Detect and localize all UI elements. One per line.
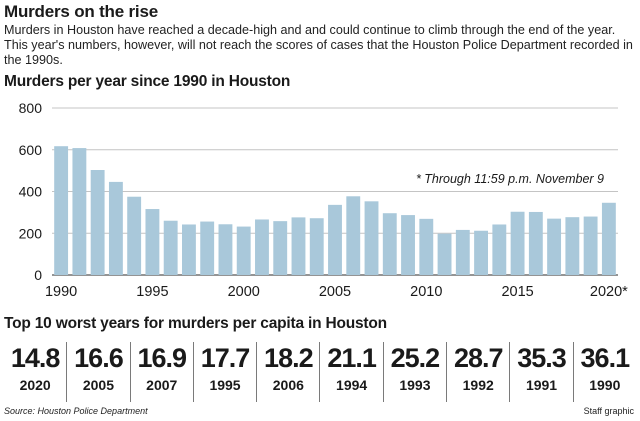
- y-tick-label: 200: [19, 225, 43, 241]
- worst-year-label: 1992: [462, 377, 494, 393]
- bar-1992: [90, 169, 105, 275]
- y-tick-label: 600: [19, 142, 43, 158]
- worst-year-rate: 28.7: [453, 343, 504, 373]
- worst-year-label: 2006: [272, 377, 304, 393]
- x-tick-label: 2005: [319, 284, 351, 300]
- intro-text: Murders in Houston have reached a decade…: [4, 23, 633, 67]
- bar-1998: [200, 221, 215, 275]
- worst-year-rate: 17.7: [200, 343, 251, 373]
- y-tick-label: 800: [19, 100, 43, 116]
- x-tick-label: 1995: [136, 284, 168, 300]
- bar-2006: [346, 196, 361, 275]
- worst-year-label: 2005: [82, 377, 115, 393]
- worst-year-label: 1991: [525, 377, 558, 393]
- bar-1995: [145, 209, 160, 275]
- worst-year-label: 1993: [399, 377, 431, 393]
- bar-2014: [492, 224, 507, 275]
- worst-year-label: 1994: [336, 377, 368, 393]
- bar-2011: [437, 233, 452, 275]
- bar-2010: [419, 218, 434, 275]
- credit-note: Staff graphic: [583, 406, 634, 416]
- x-tick-label: 2000: [228, 284, 260, 300]
- worst-year-item: 28.7 1992: [446, 342, 509, 402]
- bar-2007: [364, 201, 379, 275]
- chart-annotation: * Through 11:59 p.m. November 9: [416, 172, 604, 186]
- bar-1997: [181, 224, 196, 275]
- bar-1994: [127, 196, 142, 275]
- x-tick-label: 2015: [501, 284, 533, 300]
- bar-2015: [510, 211, 525, 275]
- murders-bar-chart: 0 200 400 600 800 1990 1995 2000 2005 2010 2015 202…: [19, 100, 629, 300]
- worst-year-rate: 18.2: [264, 343, 314, 373]
- bar-2018: [565, 217, 580, 275]
- worst-years-title: Top 10 worst years for murders per capit…: [4, 315, 387, 332]
- worst-year-item: 35.3 1991: [509, 342, 572, 402]
- bar-1999: [218, 224, 233, 275]
- worst-year-item: 16.6 2005: [66, 342, 129, 402]
- x-tick-label: 2010: [410, 284, 442, 300]
- bar-2002: [273, 221, 288, 275]
- bar-2005: [328, 204, 342, 275]
- bar-2004: [309, 218, 324, 275]
- bar-2009: [401, 215, 415, 275]
- bar-2020: [601, 202, 616, 275]
- source-note: Source: Houston Police Department: [4, 406, 148, 416]
- worst-year-item: 21.1 1994: [319, 342, 382, 402]
- worst-year-item: 18.2 2006: [256, 342, 319, 402]
- page-title: Murders on the rise: [4, 2, 158, 21]
- worst-year-item: 17.7 1995: [192, 342, 256, 402]
- x-tick-label: 2020*: [590, 284, 628, 300]
- bar-1993: [108, 181, 123, 275]
- worst-year-item: 36.1 1990: [572, 342, 636, 402]
- worst-year-label: 2007: [146, 377, 178, 393]
- worst-year-item: 16.9 2007: [129, 342, 193, 402]
- y-tick-label: 0: [34, 267, 42, 283]
- worst-year-item: 25.2 1993: [382, 342, 446, 402]
- worst-year-rate: 16.6: [74, 343, 124, 373]
- worst-year-label: 1995: [209, 377, 241, 393]
- bar-1991: [72, 148, 87, 275]
- bar-2003: [291, 217, 306, 275]
- worst-year-rate: 21.1: [327, 343, 377, 373]
- bar-1996: [163, 220, 178, 275]
- bar-2000: [236, 226, 251, 275]
- x-tick-label: 1990: [45, 284, 77, 300]
- worst-year-label: 1990: [589, 377, 621, 393]
- bar-1990: [54, 146, 69, 275]
- y-tick-label: 400: [19, 184, 43, 200]
- bar-2001: [255, 219, 269, 275]
- bar-2019: [583, 216, 598, 275]
- worst-year-rate: 16.9: [137, 343, 187, 373]
- bar-2012: [455, 229, 470, 275]
- chart-title: Murders per year since 1990 in Houston: [4, 73, 291, 90]
- bar-2016: [528, 211, 543, 275]
- bar-2017: [547, 218, 562, 275]
- bar-2008: [382, 213, 397, 275]
- worst-year-item: 14.8 2020: [4, 342, 66, 402]
- worst-year-rate: 25.2: [390, 343, 441, 373]
- worst-year-label: 2020: [19, 377, 51, 393]
- worst-years-row: 14.8 2020 16.6 2005 16.9 2007 17.7 1995 …: [4, 342, 636, 402]
- worst-year-rate: 36.1: [580, 343, 631, 373]
- worst-year-rate: 14.8: [10, 343, 61, 373]
- worst-year-rate: 35.3: [517, 343, 567, 373]
- bar-2013: [474, 230, 489, 275]
